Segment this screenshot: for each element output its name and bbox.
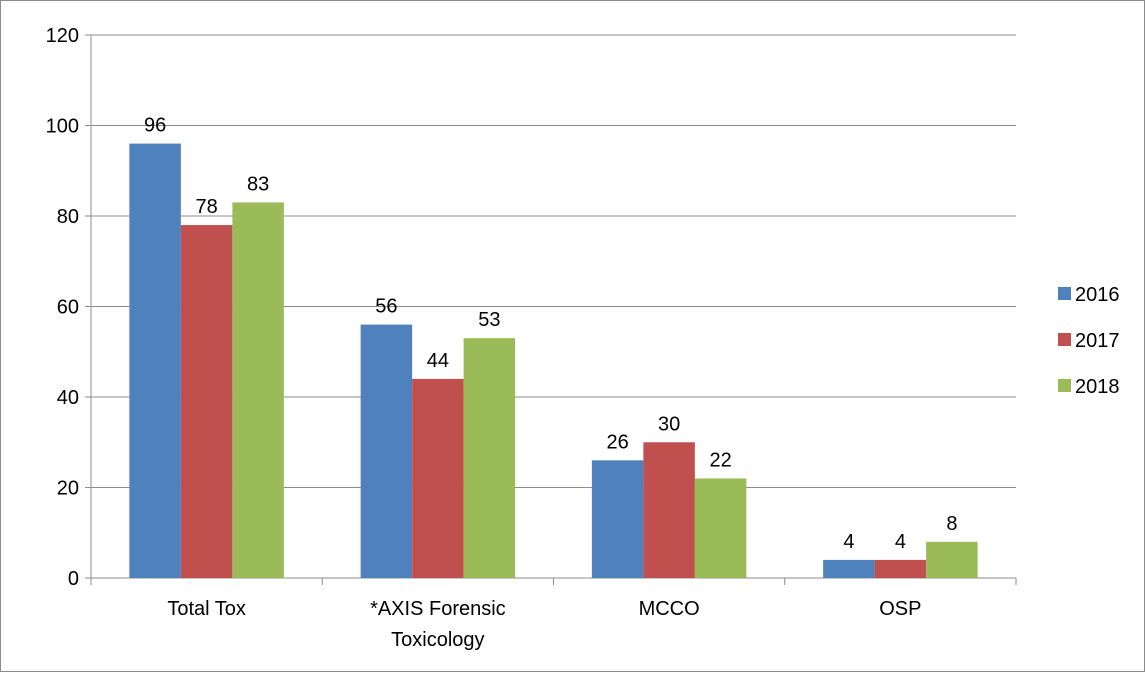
y-tick-label: 120 (46, 25, 79, 47)
data-label: 4 (895, 531, 906, 553)
x-category-label: MCCO (639, 598, 700, 620)
data-label: 56 (375, 296, 397, 318)
legend-label: 2016 (1075, 284, 1120, 306)
legend-label: 2017 (1075, 330, 1120, 352)
y-tick-label: 60 (57, 297, 79, 319)
y-tick-label: 40 (57, 387, 79, 409)
bar-2016-4 (823, 559, 875, 578)
data-label: 53 (478, 309, 500, 331)
bar-2017-3 (643, 442, 695, 578)
x-category-label: Total Tox (167, 598, 246, 620)
bar-2018-1 (232, 202, 284, 579)
bars (129, 143, 978, 579)
bar-2017-4 (874, 559, 927, 578)
data-label: 44 (427, 350, 449, 372)
data-label: 4 (843, 531, 854, 553)
data-label: 78 (196, 196, 218, 218)
bar-2016-2 (360, 324, 413, 578)
y-tick-label: 100 (46, 116, 79, 138)
x-tick-labels: Total Tox *AXIS Forensic Toxicology MCCO OSP (167, 598, 921, 651)
y-tick-label: 0 (68, 568, 79, 590)
data-label: 8 (946, 513, 957, 535)
bar-2017-1 (180, 225, 233, 579)
bar-2017-2 (412, 378, 464, 578)
x-category-label: *AXIS Forensic Toxicology (370, 598, 506, 651)
bar-2018-2 (463, 338, 516, 578)
legend-label: 2018 (1075, 376, 1120, 398)
y-tick-label: 20 (57, 478, 79, 500)
data-label: 26 (607, 431, 629, 453)
bar-2018-4 (926, 541, 978, 578)
bar-2016-3 (591, 460, 644, 578)
legend: 2016 2017 2018 (1058, 284, 1120, 398)
y-tick-labels: 0 20 40 60 80 100 120 (46, 25, 79, 590)
data-label: 22 (710, 449, 732, 471)
data-label: 30 (658, 413, 680, 435)
legend-swatch-2018 (1058, 379, 1071, 392)
bar-2018-3 (694, 478, 747, 578)
y-tick-label: 80 (57, 206, 79, 228)
data-label: 83 (247, 173, 269, 195)
data-label: 96 (144, 115, 166, 137)
legend-swatch-2016 (1058, 287, 1071, 300)
x-category-label: OSP (879, 598, 921, 620)
legend-swatch-2017 (1058, 333, 1071, 346)
bar-2016-1 (129, 143, 181, 578)
